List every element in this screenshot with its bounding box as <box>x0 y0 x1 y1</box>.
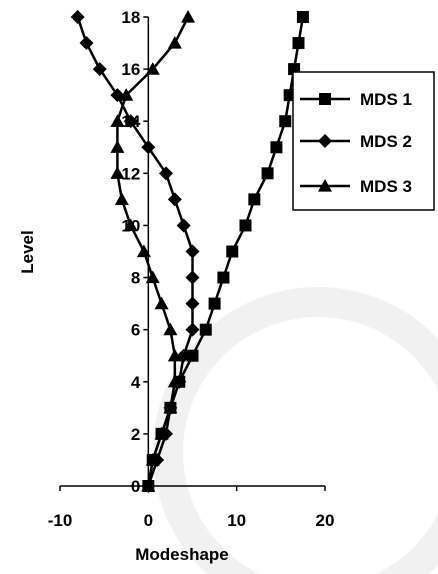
x-ticks: -10 0 10 20 <box>48 486 335 530</box>
data-point-marker <box>114 192 129 205</box>
y-tick-label: 16 <box>121 60 140 79</box>
legend-item: MDS 3 <box>300 177 412 196</box>
data-point-marker <box>154 426 169 440</box>
watermark-decoration <box>153 287 438 574</box>
y-tick-label: 12 <box>121 164 140 183</box>
data-point-marker <box>119 88 134 101</box>
data-point-marker <box>92 62 107 77</box>
y-tick-label: 2 <box>131 425 140 444</box>
series-layer <box>70 10 309 493</box>
data-point-marker <box>226 245 239 258</box>
x-axis-title: Modeshape <box>135 545 229 564</box>
data-point-marker <box>279 115 292 128</box>
data-point-marker <box>261 167 274 180</box>
data-point-marker <box>185 322 200 337</box>
data-point-marker <box>123 114 138 129</box>
data-point-marker <box>163 400 178 414</box>
data-point-marker <box>296 11 309 23</box>
y-tick-label: 6 <box>131 321 140 340</box>
data-point-marker <box>270 141 283 154</box>
data-point-marker <box>167 36 182 49</box>
y-axis-title: Level <box>18 230 37 273</box>
y-tick-label: 18 <box>121 8 140 27</box>
data-point-marker <box>70 10 85 24</box>
data-point-marker <box>159 166 173 181</box>
legend-label: MDS 3 <box>360 177 412 196</box>
data-point-marker <box>110 140 125 153</box>
legend-marker <box>319 93 331 105</box>
y-tick-label: 8 <box>131 269 140 288</box>
data-point-marker <box>167 192 182 207</box>
data-point-marker <box>185 270 200 285</box>
data-point-marker <box>176 218 191 233</box>
data-point-marker <box>186 349 199 362</box>
legend-label: MDS 2 <box>360 132 412 151</box>
legend-items: MDS 1 MDS 2 MDS 3 <box>300 90 412 196</box>
data-point-marker <box>123 218 138 232</box>
data-point-marker <box>79 36 94 51</box>
data-point-marker <box>145 452 160 466</box>
data-point-marker <box>136 244 151 258</box>
data-point-marker <box>167 374 182 388</box>
data-point-marker <box>141 140 156 155</box>
data-point-marker <box>167 348 182 362</box>
legend-label: MDS 1 <box>360 90 412 109</box>
data-point-marker <box>163 322 178 336</box>
data-point-marker <box>208 297 221 310</box>
legend-item: MDS 1 <box>300 90 412 109</box>
data-point-marker <box>185 296 200 311</box>
data-point-marker <box>292 37 305 50</box>
x-tick-label: 0 <box>144 511 153 530</box>
data-point-marker <box>110 166 125 179</box>
legend-item: MDS 2 <box>300 132 412 151</box>
data-point-marker <box>199 323 212 336</box>
data-point-marker <box>248 193 261 206</box>
axes <box>60 17 325 487</box>
y-tick-label: 0 <box>131 477 140 496</box>
legend: MDS 1 MDS 2 MDS 3 <box>292 71 435 211</box>
data-point-marker <box>145 62 160 75</box>
data-point-marker <box>185 244 200 259</box>
data-point-marker <box>110 114 125 127</box>
series-3 <box>110 10 196 492</box>
legend-marker <box>318 134 332 148</box>
data-point-marker <box>239 219 252 232</box>
legend-marker <box>318 179 332 192</box>
data-point-marker <box>141 479 156 492</box>
data-point-marker <box>217 271 230 284</box>
x-tick-label: 10 <box>227 511 246 530</box>
y-tick-label: 4 <box>131 373 141 392</box>
data-point-marker <box>181 10 196 23</box>
data-point-marker <box>145 270 160 284</box>
x-tick-label: 20 <box>316 511 335 530</box>
x-tick-label: -10 <box>48 511 73 530</box>
data-point-marker <box>154 296 169 310</box>
